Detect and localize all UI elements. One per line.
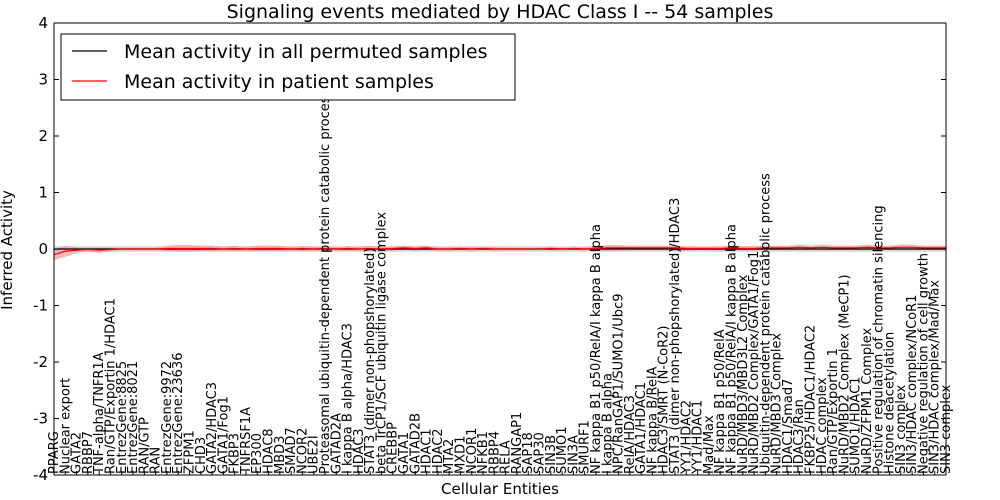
x-tick-label: Ubiquitin-dependent protein catabolic pr… [758,173,773,474]
legend-label-patient: Mean activity in patient samples [124,71,434,93]
chart-title: Signaling events mediated by HDAC Class … [227,1,774,23]
y-tick-label: -3 [33,410,48,428]
legend-box [60,33,516,101]
x-tick-label: Ran/GTP/Exportin 1 [826,348,841,474]
x-tick-label: RAN [149,447,164,474]
x-tick-label: GATA2/HDAC3 [205,382,220,474]
x-tick-label: TNFRSF1A [239,407,254,475]
y-tick-label: 2 [38,127,48,145]
x-tick-label: GATAD2B [408,413,423,474]
x-tick-label: NPC/RanGAP1/SUMO1/Ubc9 [612,294,627,474]
x-tick-label: SAP18 [521,432,536,474]
x-tick-label: GATA1 [397,432,412,474]
x-tick-label: NF kappa B1 p50/RelA/I kappa B alpha [589,224,604,474]
y-tick-label: -4 [33,466,48,484]
x-tick-label: NuRD/MBD2 Complex/GATA1/Fog1 [747,251,762,474]
x-tick-label: MXD1 [453,436,468,474]
x-tick-label: beta TrCP1/SCF ubiquitin ligase complex [374,212,389,474]
y-tick-label: 4 [38,14,48,32]
x-tick-label: SMAD7 [284,427,299,474]
x-tick-label: SIN3/HDAC complex/Mad/Max [928,280,943,474]
x-tick-label: NuRD/MBD3/MBD3L2 Complex [736,274,751,474]
x-tick-label: RBBP4 [487,431,502,474]
x-tick-label: EP300 [250,433,265,474]
x-tick-label: STAT3 (dimer non-phopshorylated) [363,248,378,474]
x-tick-label: Histone deacetylation [883,332,898,474]
x-tick-label: SIN3 complex [894,384,909,474]
y-axis-label: Inferred Activity [0,190,16,310]
x-tick-label: MBD3 [273,436,288,474]
x-tick-label: EntrezGene:23636 [171,353,186,474]
x-tick-label: NF kappa B1 p50/RelA [713,329,728,474]
legend-label-permuted: Mean activity in all permuted samples [124,41,487,63]
x-tick-label: HDAC3/SMRT (N-CoR2) [657,326,672,474]
x-tick-label: STAT3 (dimer non-phopshorylated)/HDAC3 [668,198,683,474]
x-tick-label: NuRD/ZFPM1 Complex [860,327,875,474]
x-tick-label: EntrezGene:8021 [126,361,141,474]
y-tick-label: 3 [38,71,48,89]
x-tick-label: I kappa B alpha [600,373,615,474]
legend: Mean activity in all permuted samples Me… [60,33,516,101]
x-tick-label: RELA [499,440,514,474]
x-tick-label: NCOR2 [295,428,310,474]
x-tick-label: SUMO1 [555,427,570,475]
x-tick-label: CHD3 [194,437,209,474]
x-tick-label: MTA2 [442,439,457,474]
x-tick-label: GATA1/HDAC1 [634,382,649,474]
x-tick-label: FKBP25/HDAC1/HDAC2 [804,325,819,474]
x-tick-label: HDAC1/Smad7 [781,379,796,474]
x-tick-label: ZFPM1 [182,430,197,474]
y-tick-label: -1 [33,297,48,315]
x-tick-label: RAN/GTP [137,417,152,474]
x-tick-label: SUMO1/HDAC1 [849,377,864,474]
x-tick-label: SIN3/HDAC complex/NCoR1 [905,295,920,474]
x-tick-label: FKBP3 [228,433,243,474]
x-tick-label: NCOR1 [465,428,480,474]
x-tick-label: HDAC8 [262,428,277,474]
x-tick-label: HDAC3/Ran [792,399,807,474]
x-tick-label: YY1/HDAC1 [691,400,706,475]
x-tick-label: SMURF1 [578,420,593,474]
x-tick-label: Nuclear export [58,378,73,474]
x-tick-label: PPARG [47,431,62,474]
x-tick-label: HDAC complex [815,377,830,474]
y-tick-label: -2 [33,353,48,371]
x-tick-label: I kappa B alpha/HDAC3 [341,323,356,474]
series-line-patient [53,246,946,256]
x-tick-label: GATA2 [70,432,85,474]
x-tick-label: RANGAP1 [510,412,525,474]
x-tick-label: NF kappa B/RelA [645,366,660,474]
x-tick-label: NFKB1 [476,431,491,474]
x-tick-label: GATAD2A [329,413,344,474]
x-tick-label: EntrezGene:9972 [160,361,175,474]
x-tick-label: UBE2I [307,435,322,474]
y-tick-label: 0 [38,240,48,258]
x-tick-label: SIN3A [566,435,581,474]
x-tick-label: SIN3B [544,435,559,474]
x-tick-label: Positive regulation of chromatin silenci… [871,205,886,474]
x-tick-label: TNF-alpha/TNFR1A [92,352,107,475]
x-tick-label: EntrezGene:8825 [115,361,130,474]
x-tick-label: SIN3 complex [939,384,954,474]
x-tick-label: NuRD/MBD2 Complex (MeCP1) [837,274,852,474]
x-tick-label: CREBBP [386,422,401,474]
x-tick-label: Negative regulation of cell growth [916,253,931,474]
x-tick-label: Mad/Max [702,415,717,474]
y-tick-label: 1 [38,184,48,202]
x-tick-label: HDAC1 [420,428,435,474]
x-tick-label: HDAC3 [352,428,367,474]
x-tick-label: YY1/HDAC2 [679,400,694,475]
x-tick-label: RBBP7 [81,431,96,474]
x-tick-label: GATA1/Fog1 [216,396,231,474]
x-tick-label: RelA/HDAC3 [623,395,638,474]
x-axis-label: Cellular Entities [441,480,559,498]
x-tick-label: NF kappa B1 p50/RelA/I kappa B alpha [724,224,739,474]
x-tick-label: Proteasomal ubiquitin-dependent protein … [318,89,333,474]
x-tick-label: Ran/GTP/Exportin 1/HDAC1 [103,298,118,474]
x-tick-label: SAP30 [533,432,548,474]
x-tick-label: HDAC2 [431,428,446,474]
x-tick-label: NuRD/MBD3 Complex [770,333,785,474]
